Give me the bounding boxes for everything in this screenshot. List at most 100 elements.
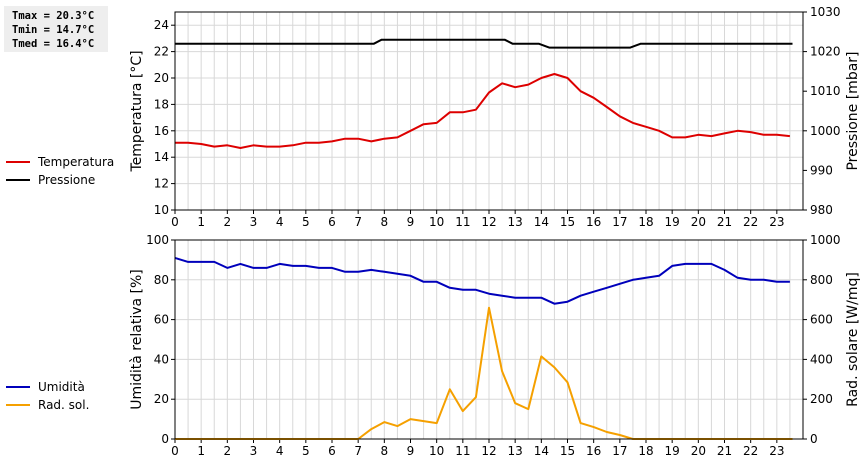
legend-item-humidity: Umidità bbox=[6, 378, 89, 396]
x-tick-label: 17 bbox=[612, 444, 627, 458]
x-tick-label: 21 bbox=[717, 444, 732, 458]
x-tick-label: 20 bbox=[691, 215, 706, 229]
x-tick-label: 14 bbox=[534, 444, 549, 458]
x-tick-label: 22 bbox=[743, 444, 758, 458]
y-axis-label-left: Umidità relativa [%] bbox=[129, 269, 145, 410]
x-tick-label: 18 bbox=[638, 444, 653, 458]
plot-frame bbox=[174, 239, 804, 440]
tmin-label: Tmin = 14.7°C bbox=[12, 24, 95, 36]
y-tick-label: 60 bbox=[154, 313, 169, 327]
y2-tick-label: 600 bbox=[810, 313, 833, 327]
x-tick-label: 2 bbox=[224, 215, 232, 229]
x-tick-label: 13 bbox=[508, 444, 523, 458]
x-tick-label: 8 bbox=[381, 215, 389, 229]
legend-item-temperature: Temperatura bbox=[6, 153, 114, 171]
x-tick-label: 1 bbox=[197, 215, 205, 229]
x-axis: 0 1 2 3 4 5 6 7 8 9 10 11 12 13 14 15 16 17 18 19 20 21 22 23 bbox=[171, 439, 784, 458]
legend-swatch-temperature bbox=[6, 161, 30, 163]
y-axis-right: 980 990 1000 1010 1020 1030 bbox=[803, 5, 841, 217]
y-tick-label: 24 bbox=[154, 18, 169, 32]
y-axis-left: 10 12 14 16 18 20 22 24 bbox=[154, 18, 175, 217]
y-tick-label: 10 bbox=[154, 203, 169, 217]
x-tick-label: 14 bbox=[534, 215, 549, 229]
tmax-label: Tmax = 20.3°C bbox=[12, 10, 95, 22]
y2-tick-label: 990 bbox=[810, 163, 833, 177]
x-axis: 0 1 2 3 4 5 6 7 8 9 10 11 12 13 14 15 16 17 18 19 20 21 22 23 bbox=[171, 210, 784, 229]
x-tick-label: 23 bbox=[769, 215, 784, 229]
x-tick-label: 2 bbox=[224, 444, 232, 458]
legend-label-humidity: Umidità bbox=[38, 380, 85, 394]
y2-tick-label: 1020 bbox=[810, 45, 841, 59]
grid-lines bbox=[175, 12, 803, 211]
y2-tick-label: 1030 bbox=[810, 5, 841, 19]
grid-lines bbox=[175, 239, 803, 440]
x-tick-label: 19 bbox=[665, 444, 680, 458]
legend-swatch-humidity bbox=[6, 386, 30, 388]
y-tick-label: 18 bbox=[154, 97, 169, 111]
x-tick-label: 15 bbox=[560, 444, 575, 458]
x-tick-label: 22 bbox=[743, 215, 758, 229]
y2-tick-label: 980 bbox=[810, 203, 833, 217]
x-tick-label: 11 bbox=[455, 444, 470, 458]
legend-item-pressure: Pressione bbox=[6, 171, 114, 189]
y-tick-label: 16 bbox=[154, 124, 169, 138]
y2-tick-label: 200 bbox=[810, 392, 833, 406]
x-tick-label: 16 bbox=[586, 444, 601, 458]
x-tick-label: 1 bbox=[197, 444, 205, 458]
y2-tick-label: 400 bbox=[810, 352, 833, 366]
x-tick-label: 17 bbox=[612, 215, 627, 229]
x-tick-label: 10 bbox=[429, 444, 444, 458]
x-tick-label: 9 bbox=[407, 215, 415, 229]
y-tick-label: 40 bbox=[154, 352, 169, 366]
x-tick-label: 23 bbox=[769, 444, 784, 458]
legend-label-pressure: Pressione bbox=[38, 173, 96, 187]
legend-swatch-radiation bbox=[6, 404, 30, 406]
x-tick-label: 15 bbox=[560, 215, 575, 229]
legend-label-temperature: Temperatura bbox=[38, 155, 115, 169]
y-tick-label: 20 bbox=[154, 71, 169, 85]
x-tick-label: 6 bbox=[328, 444, 336, 458]
x-tick-label: 16 bbox=[586, 215, 601, 229]
x-tick-label: 20 bbox=[691, 444, 706, 458]
y-axis-label-right: Pressione [mbar] bbox=[845, 51, 860, 170]
tmed-label: Tmed = 16.4°C bbox=[12, 38, 95, 50]
y2-tick-label: 1000 bbox=[810, 233, 841, 247]
series-line-temperatura bbox=[175, 73, 790, 149]
y2-tick-label: 0 bbox=[810, 432, 818, 446]
y-axis-left: 0 20 40 60 80 100 bbox=[146, 233, 175, 446]
y-axis-right: 0 200 400 600 800 1000 bbox=[803, 233, 841, 446]
x-tick-label: 4 bbox=[276, 444, 284, 458]
x-tick-label: 6 bbox=[328, 215, 336, 229]
legend-swatch-pressure bbox=[6, 179, 30, 181]
legend-label-radiation: Rad. sol. bbox=[38, 398, 90, 412]
legend-item-radiation: Rad. sol. bbox=[6, 396, 89, 414]
y-axis-label-left: Temperatura [°C] bbox=[129, 50, 145, 172]
x-tick-label: 12 bbox=[481, 444, 496, 458]
plot-frame bbox=[174, 11, 804, 211]
x-tick-label: 5 bbox=[302, 444, 310, 458]
x-tick-label: 11 bbox=[455, 215, 470, 229]
chart-panel-2: 0 1 2 3 4 5 6 7 8 9 10 11 12 13 14 15 16 17 18 19 20 21 22 2302… bbox=[129, 233, 860, 458]
x-tick-label: 21 bbox=[717, 215, 732, 229]
x-tick-label: 3 bbox=[250, 215, 258, 229]
x-tick-label: 0 bbox=[171, 215, 179, 229]
y-tick-label: 14 bbox=[154, 150, 169, 164]
legend-top: Temperatura Pressione bbox=[6, 153, 114, 189]
x-tick-label: 10 bbox=[429, 215, 444, 229]
y-tick-label: 22 bbox=[154, 45, 169, 59]
x-tick-label: 5 bbox=[302, 215, 310, 229]
x-tick-label: 7 bbox=[354, 444, 362, 458]
x-tick-label: 4 bbox=[276, 215, 284, 229]
stats-box: Tmax = 20.3°C Tmin = 14.7°C Tmed = 16.4°… bbox=[4, 6, 108, 52]
x-tick-label: 12 bbox=[481, 215, 496, 229]
series-line-rad-sol- bbox=[175, 306, 793, 440]
x-tick-label: 19 bbox=[665, 215, 680, 229]
x-tick-label: 13 bbox=[508, 215, 523, 229]
x-tick-label: 18 bbox=[638, 215, 653, 229]
x-tick-label: 9 bbox=[407, 444, 415, 458]
legend-bottom: Umidità Rad. sol. bbox=[6, 378, 89, 414]
x-tick-label: 8 bbox=[381, 444, 389, 458]
y2-tick-label: 1010 bbox=[810, 84, 841, 98]
series-line-pressione bbox=[175, 38, 793, 49]
